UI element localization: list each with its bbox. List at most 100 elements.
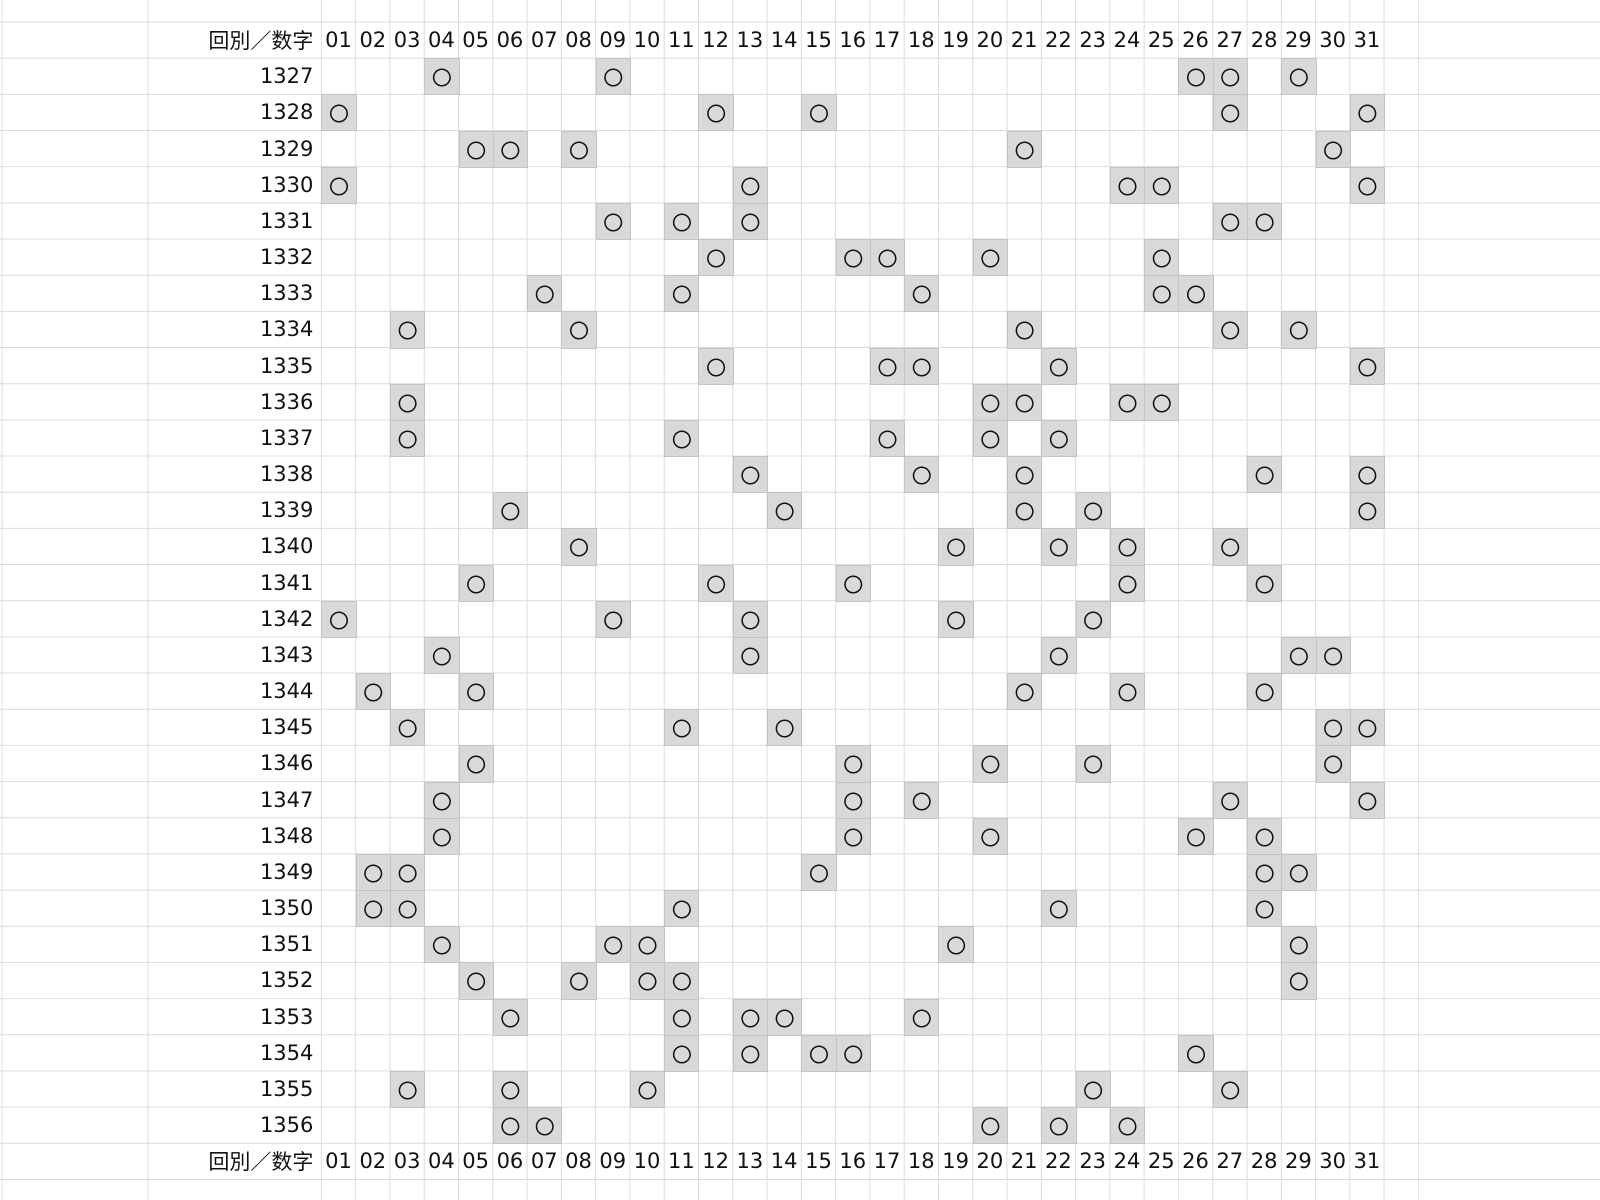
header-number: 02 <box>359 28 387 53</box>
hit-mark: 〇 <box>1144 166 1180 204</box>
hit-mark: 〇 <box>664 275 700 313</box>
hit-mark: 〇 <box>1109 564 1146 602</box>
hit-mark: 〇 <box>355 673 391 711</box>
footer-number: 12 <box>702 1149 729 1174</box>
hit-mark: 〇 <box>1212 94 1248 132</box>
hit-mark: 〇 <box>869 347 906 385</box>
hit-mark: 〇 <box>698 239 734 277</box>
hit-mark: 〇 <box>1349 166 1386 204</box>
header-number: 10 <box>633 28 661 53</box>
hit-mark: 〇 <box>767 492 803 530</box>
footer-number: 29 <box>1285 1149 1312 1174</box>
hit-mark: 〇 <box>595 926 631 964</box>
hit-mark: 〇 <box>492 130 529 168</box>
hit-mark: 〇 <box>1075 492 1111 530</box>
row-label: 1349 <box>259 859 314 884</box>
row-label: 1335 <box>259 353 314 378</box>
hit-mark: 〇 <box>698 564 734 602</box>
row-label: 1356 <box>259 1113 314 1138</box>
footer-number: 17 <box>873 1149 901 1174</box>
hit-mark: 〇 <box>1178 817 1214 855</box>
hit-mark: 〇 <box>424 781 460 819</box>
hit-mark: 〇 <box>732 600 769 638</box>
footer-number: 23 <box>1079 1149 1107 1174</box>
footer-number: 19 <box>942 1149 969 1174</box>
header-number: 31 <box>1353 28 1381 53</box>
footer-number: 24 <box>1113 1149 1141 1174</box>
header-number: 06 <box>496 28 524 53</box>
header-number: 03 <box>393 28 421 53</box>
hit-mark: 〇 <box>1281 926 1317 964</box>
hit-mark: 〇 <box>1349 709 1386 747</box>
hit-mark: 〇 <box>1246 853 1283 892</box>
header-number: 11 <box>667 28 695 53</box>
header-number: 28 <box>1250 28 1278 53</box>
header-number: 19 <box>942 28 969 53</box>
hit-mark: 〇 <box>767 998 803 1036</box>
hit-mark: 〇 <box>1144 383 1180 421</box>
header-number: 07 <box>530 28 558 53</box>
row-label: 1354 <box>259 1040 314 1065</box>
footer-number: 15 <box>805 1149 832 1174</box>
row-label: 1350 <box>259 896 314 921</box>
hit-mark: 〇 <box>1041 419 1077 458</box>
hit-mark: 〇 <box>938 528 974 566</box>
hit-mark: 〇 <box>389 853 426 892</box>
row-label: 1346 <box>259 751 314 776</box>
footer-number: 27 <box>1216 1149 1244 1174</box>
hit-mark: 〇 <box>527 1107 563 1145</box>
row-label: 1332 <box>259 245 314 270</box>
header-number: 08 <box>565 28 592 53</box>
hit-mark: 〇 <box>1041 1107 1077 1145</box>
hit-mark: 〇 <box>629 926 666 964</box>
hit-mark: 〇 <box>1315 130 1351 168</box>
hit-mark: 〇 <box>972 817 1008 855</box>
hit-mark: 〇 <box>1109 383 1146 421</box>
hit-mark: 〇 <box>1041 347 1077 385</box>
hit-mark: 〇 <box>595 600 631 638</box>
row-label: 1339 <box>259 498 314 523</box>
hit-mark: 〇 <box>904 347 940 385</box>
hit-mark: 〇 <box>389 419 426 458</box>
hit-mark: 〇 <box>389 709 426 747</box>
row-label: 1333 <box>259 281 314 306</box>
hit-mark: 〇 <box>492 998 529 1036</box>
footer-number: 30 <box>1319 1149 1347 1174</box>
hit-mark: 〇 <box>1246 673 1283 711</box>
hit-mark: 〇 <box>1041 528 1077 566</box>
hit-mark: 〇 <box>698 94 734 132</box>
row-label: 1328 <box>259 100 314 125</box>
row-label: 1337 <box>259 425 314 450</box>
hit-mark: 〇 <box>1212 781 1248 819</box>
hit-mark: 〇 <box>698 347 734 385</box>
hit-mark: 〇 <box>1212 311 1248 349</box>
hit-mark: 〇 <box>1007 383 1043 421</box>
hit-mark: 〇 <box>424 817 460 855</box>
hit-mark: 〇 <box>1109 673 1146 711</box>
hit-mark: 〇 <box>732 456 769 494</box>
row-label: 1351 <box>259 932 314 957</box>
footer-number: 04 <box>428 1149 455 1174</box>
hit-mark: 〇 <box>1144 239 1180 277</box>
row-label: 1334 <box>259 317 314 342</box>
hit-mark: 〇 <box>938 600 974 638</box>
hit-mark: 〇 <box>1178 58 1214 96</box>
hit-mark: 〇 <box>801 853 837 892</box>
hit-mark: 〇 <box>629 1070 666 1109</box>
header-corner: 回別／数字 <box>208 29 314 54</box>
hit-mark: 〇 <box>1349 456 1386 494</box>
hit-mark: 〇 <box>664 1034 700 1072</box>
hit-mark: 〇 <box>1315 709 1351 747</box>
hit-mark: 〇 <box>972 1107 1008 1145</box>
footer-number: 22 <box>1045 1149 1072 1174</box>
hit-mark: 〇 <box>389 383 426 421</box>
hit-mark: 〇 <box>321 600 357 638</box>
hit-mark: 〇 <box>1075 745 1111 783</box>
hit-mark: 〇 <box>492 1107 529 1145</box>
hit-mark: 〇 <box>1281 962 1317 1000</box>
row-label: 1336 <box>259 389 314 414</box>
hit-mark: 〇 <box>835 745 871 783</box>
hit-mark: 〇 <box>561 130 597 168</box>
hit-mark: 〇 <box>1212 528 1248 566</box>
